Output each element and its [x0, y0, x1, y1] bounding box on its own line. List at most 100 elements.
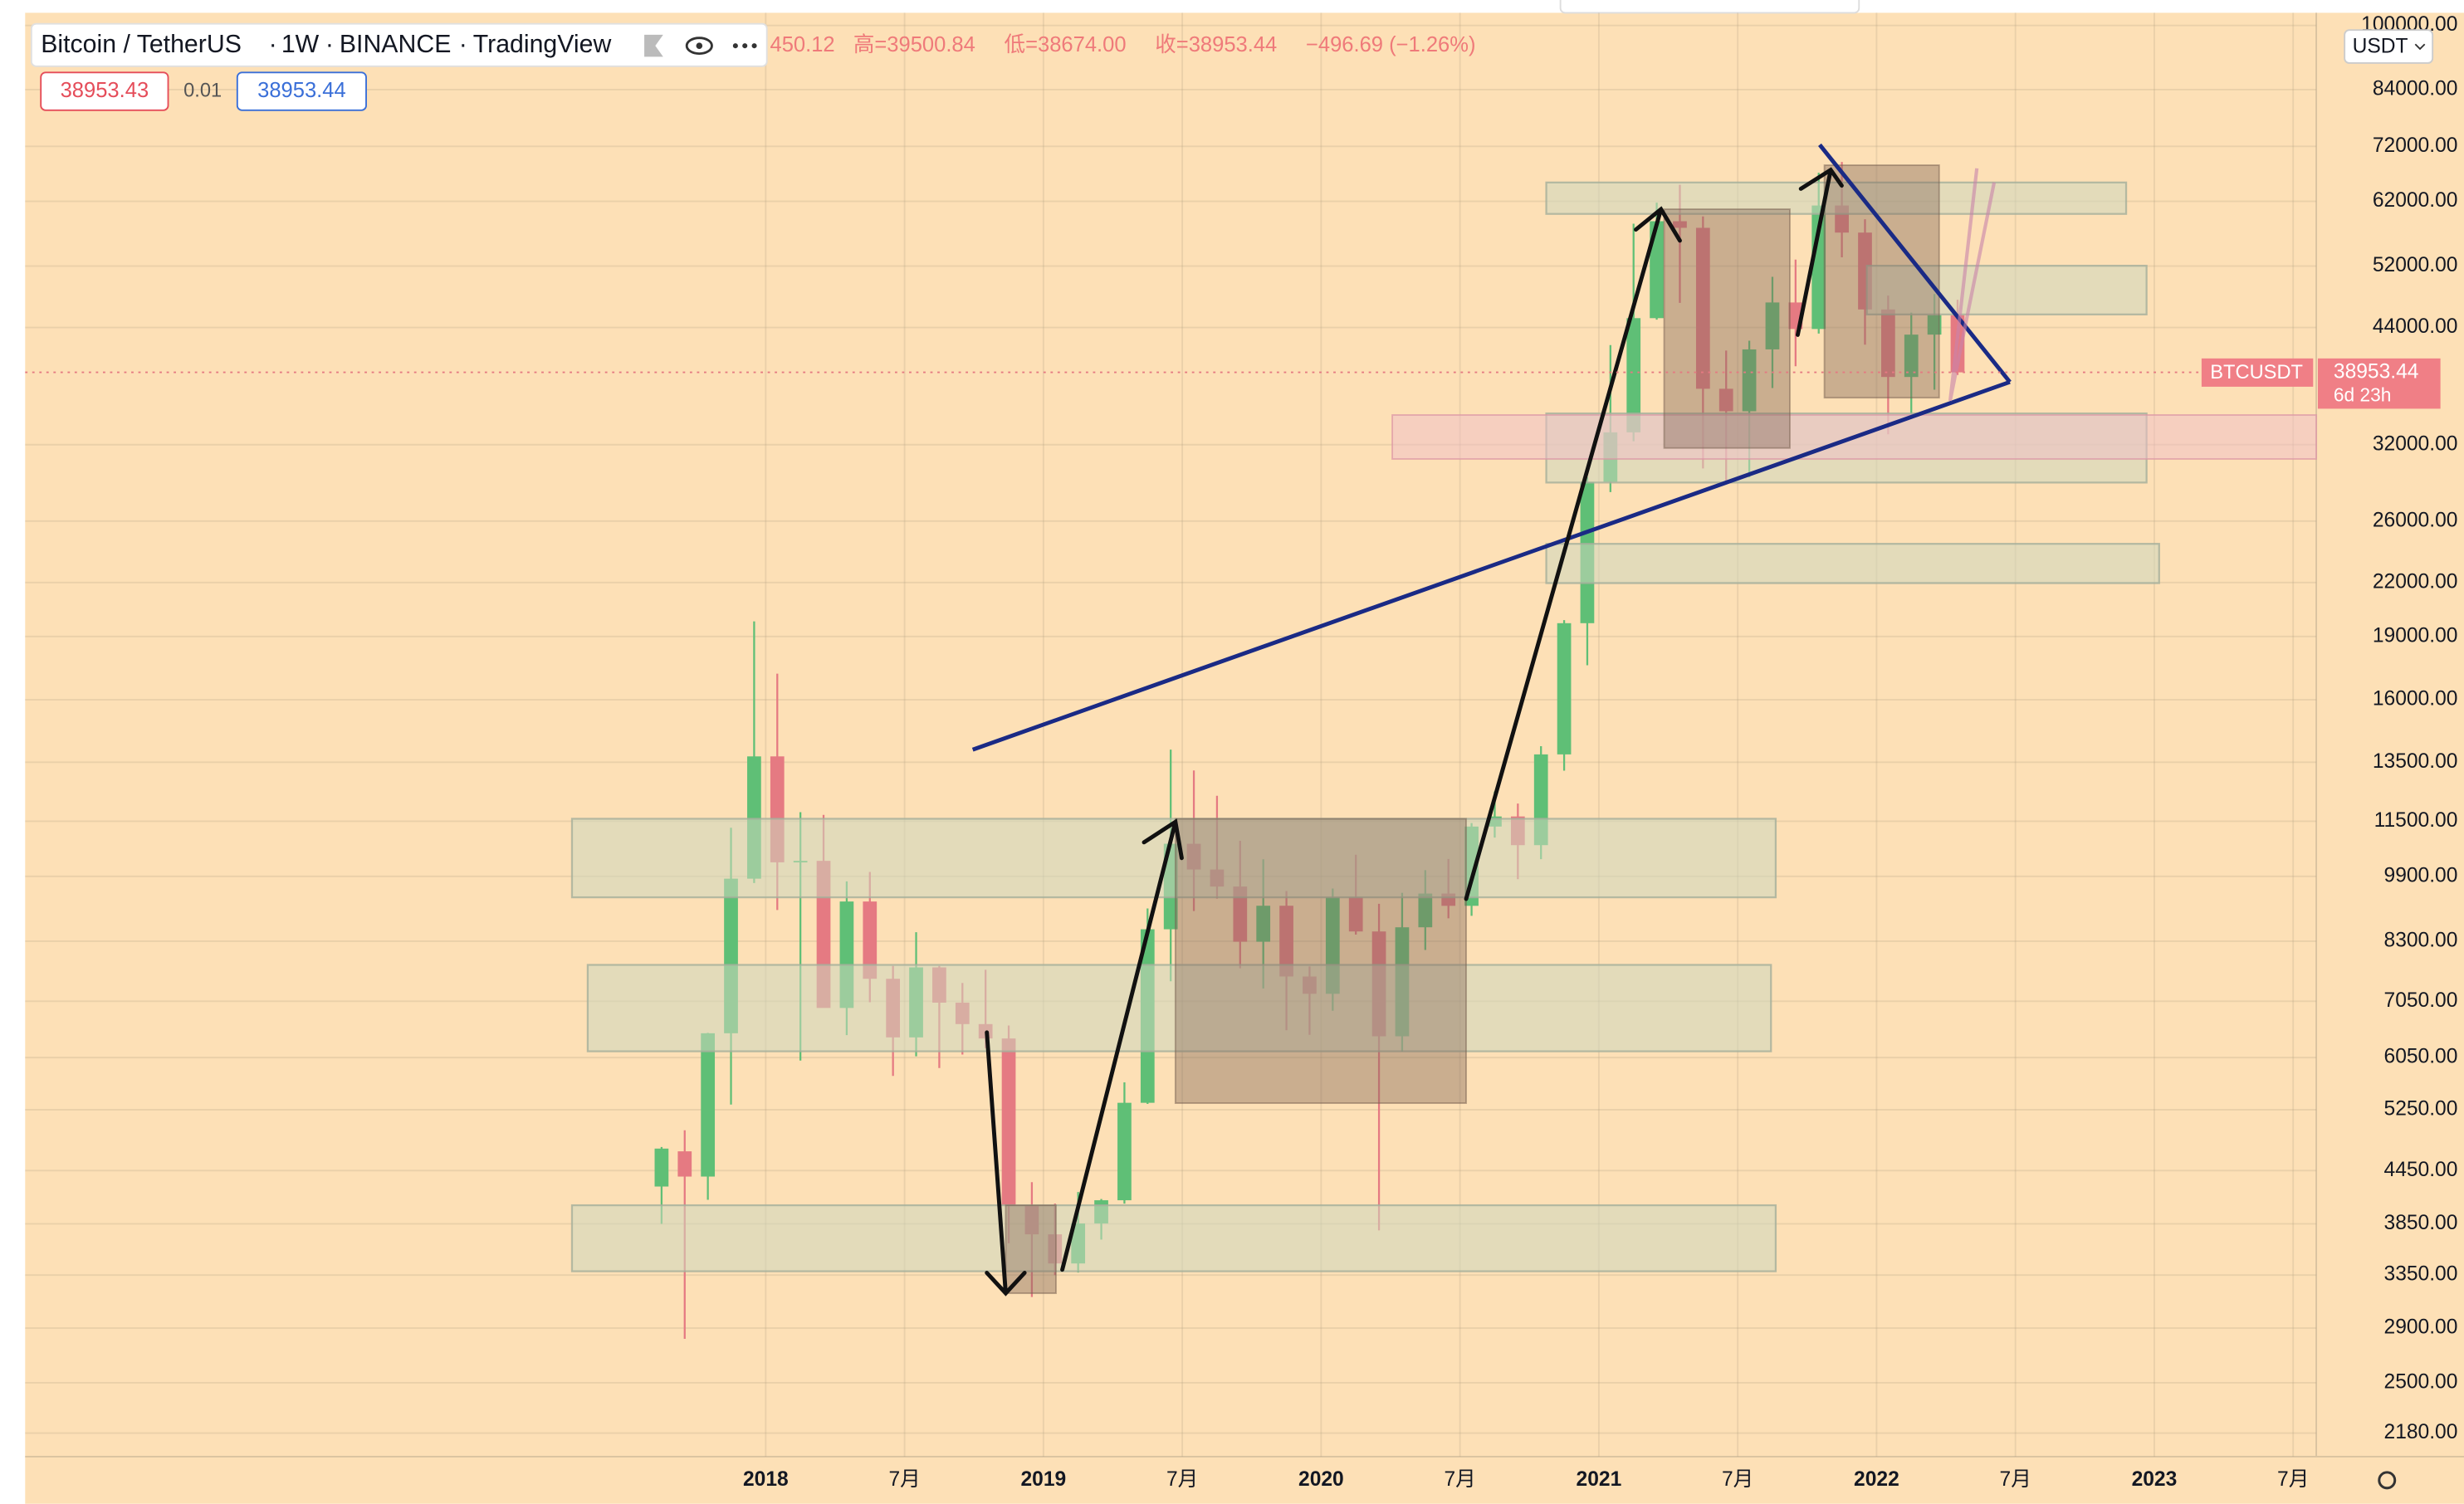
symbol-tag: [2201, 358, 2314, 387]
y-tick-label: 6050.00: [2384, 1046, 2458, 1068]
spread: 0.01: [183, 80, 222, 101]
projection-line[interactable]: [1948, 168, 1997, 402]
candle-body: [1001, 1038, 1016, 1207]
sep: ·: [325, 31, 334, 58]
y-tick-label: 72000.00: [2373, 134, 2458, 157]
high-value: 高=39500.84: [853, 33, 975, 56]
y-tick-label: 7050.00: [2384, 989, 2458, 1012]
zone[interactable]: [1545, 543, 2160, 584]
x-tick-label: 7月: [1444, 1468, 1475, 1491]
open-value: 450.12: [770, 33, 835, 56]
trendline[interactable]: [1818, 143, 2012, 383]
y-tick-label: 62000.00: [2373, 189, 2458, 212]
candle-body: [654, 1148, 669, 1187]
x-tick-label: 2019: [1020, 1468, 1066, 1491]
x-tick-label: 7月: [2277, 1468, 2309, 1491]
change-value: −496.69 (−1.26%): [1306, 33, 1476, 56]
ask[interactable]: 38953.44: [257, 79, 346, 102]
candle-body: [1811, 205, 1826, 330]
y-tick-label: 22000.00: [2373, 570, 2458, 593]
eye-pupil: [696, 42, 703, 49]
y-tick-label: 5250.00: [2384, 1098, 2458, 1121]
y-tick-label: 44000.00: [2373, 315, 2458, 338]
candle-body: [1718, 388, 1733, 412]
x-tick-label: 7月: [2000, 1468, 2031, 1491]
legend-box: [30, 22, 768, 67]
arrow[interactable]: [1795, 167, 1844, 337]
x-tick-label: 2018: [743, 1468, 789, 1491]
zones: [570, 181, 2160, 1272]
x-tick-label: 2023: [2132, 1468, 2178, 1491]
candle-body: [1557, 623, 1572, 754]
candle-body: [1742, 349, 1757, 412]
currency-button[interactable]: [2344, 29, 2434, 64]
countdown: 6d 23h: [2334, 383, 2391, 405]
y-tick-label: 52000.00: [2373, 254, 2458, 276]
time-axis: [25, 1456, 2464, 1504]
x-tick-label: 7月: [1166, 1468, 1198, 1491]
flag-icon[interactable]: [644, 34, 663, 57]
more-icon[interactable]: [732, 43, 757, 49]
candle-body: [1650, 221, 1664, 319]
candle-body: [1927, 315, 1942, 335]
y-tick-label: 84000.00: [2373, 77, 2458, 100]
dropdown-icon: [2414, 43, 2426, 51]
candle-body: [1279, 906, 1293, 977]
y-tick-label: 2500.00: [2384, 1370, 2458, 1393]
arrows: [985, 167, 1844, 1296]
bid[interactable]: 38953.43: [61, 79, 149, 102]
range-box[interactable]: [1174, 818, 1467, 1104]
arrow[interactable]: [1464, 206, 1682, 901]
arrow[interactable]: [1060, 818, 1184, 1272]
zone[interactable]: [570, 1204, 1777, 1272]
x-tick-label: 7月: [1722, 1468, 1753, 1491]
zone[interactable]: [1545, 181, 2128, 215]
x-tick-label: 2022: [1854, 1468, 1899, 1491]
y-tick-label: 13500.00: [2373, 750, 2458, 773]
y-tick-label: 3350.00: [2384, 1263, 2458, 1286]
y-tick-label: 2180.00: [2384, 1421, 2458, 1443]
candle-body: [1695, 227, 1710, 389]
y-tick-label: 32000.00: [2373, 432, 2458, 455]
zone[interactable]: [586, 964, 1772, 1052]
x-tick-label: 7月: [888, 1468, 920, 1491]
sell-button[interactable]: [40, 71, 169, 111]
currency[interactable]: USDT: [2353, 36, 2408, 58]
source: TradingView: [473, 31, 612, 58]
y-tick-label: 16000.00: [2373, 688, 2458, 710]
settings-icon[interactable]: [2378, 1471, 2397, 1490]
buy-button[interactable]: [236, 71, 367, 111]
price-tag: [2317, 358, 2441, 409]
candle-body: [863, 901, 878, 979]
y-tick-label: 4450.00: [2384, 1159, 2458, 1181]
range-box[interactable]: [1823, 164, 1940, 399]
interval[interactable]: 1W: [281, 31, 320, 58]
candle-body: [1418, 893, 1433, 928]
drawings: [570, 143, 2318, 1296]
candle-body: [1765, 302, 1780, 349]
x-tick-label: 2021: [1577, 1468, 1622, 1491]
candle-body: [677, 1151, 692, 1177]
price-tag-text: 38953.44: [2334, 360, 2419, 383]
arrow[interactable]: [985, 1030, 1027, 1296]
y-tick-label: 2900.00: [2384, 1316, 2458, 1339]
zone[interactable]: [1865, 265, 2148, 315]
candle-body: [701, 1033, 716, 1177]
candle-body: [1348, 897, 1363, 932]
y-tick-label: 19000.00: [2373, 624, 2458, 647]
candle-body: [1117, 1102, 1132, 1201]
eye-icon[interactable]: [685, 37, 713, 56]
close-value: 收=38953.44: [1155, 33, 1277, 56]
y-tick-label: 26000.00: [2373, 509, 2458, 531]
candle-body: [1880, 309, 1895, 378]
candle-body: [1904, 334, 1919, 378]
range-box[interactable]: [1005, 1204, 1057, 1295]
x-tick-label: 2020: [1298, 1468, 1344, 1491]
trendline[interactable]: [971, 379, 2011, 752]
candle-body: [1626, 318, 1641, 432]
top-widget[interactable]: [1559, 0, 1860, 14]
range-box[interactable]: [1663, 208, 1791, 449]
symbol-name[interactable]: Bitcoin / TetherUS: [41, 31, 242, 58]
ranges: [1005, 164, 1940, 1295]
